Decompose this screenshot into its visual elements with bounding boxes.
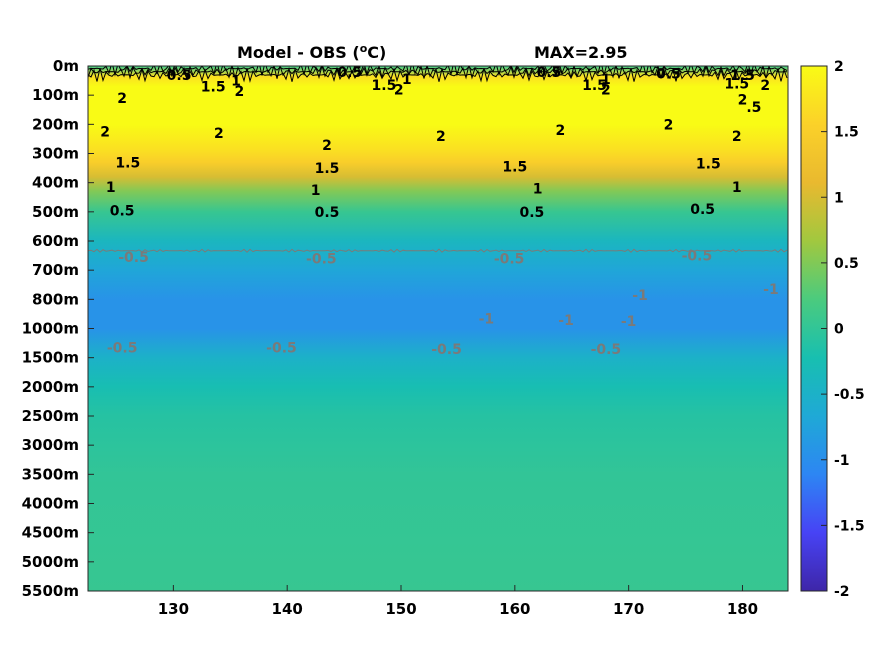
y-tick-label: 200m (32, 115, 79, 133)
colorbar-tick-label: 1.5 (834, 125, 859, 141)
y-tick-label: 5500m (22, 582, 79, 600)
contour-label: 1.5 (724, 77, 749, 93)
contour-label: 2 (732, 129, 742, 145)
contour-label: 2 (235, 84, 245, 100)
contour-label-negative: -1 (621, 314, 637, 330)
contour-label-negative: -0.5 (107, 340, 138, 356)
contour-label-negative: -1 (763, 282, 779, 298)
contour-label: 2 (738, 93, 748, 109)
contour-label: 1 (106, 180, 116, 196)
contour-label: 1 (601, 72, 611, 88)
colorbar-tick-label: 0.5 (834, 256, 859, 272)
contour-label-negative: -0.5 (266, 340, 297, 356)
contour-label-negative: -0.5 (494, 252, 525, 268)
colorbar-ticks: 2 1.5 1 0.5 0 -0.5 -1 -1.5 -2 (821, 59, 865, 600)
y-tick-label: 3000m (22, 436, 79, 454)
contour-label-negative: -1 (558, 313, 574, 329)
contour-label: 1.5 (730, 68, 755, 84)
contour-label: 1.5 (315, 161, 340, 177)
contour-label: 2 (117, 91, 127, 107)
colorbar-tick-label: -1 (834, 453, 850, 469)
contour-label: 0.5 (537, 65, 562, 81)
contour-line (88, 66, 788, 80)
colorbar-tick-label: -2 (834, 584, 850, 600)
y-tick-label: 4000m (22, 495, 79, 513)
contour-label: 1.5 (115, 155, 140, 171)
y-tick-label: 0m (53, 57, 79, 75)
y-tick-label: 100m (32, 86, 79, 104)
contour-label: 1.5 (372, 78, 397, 94)
x-tick-label: 160 (499, 600, 530, 618)
y-tick-label: 600m (32, 232, 79, 250)
contour-line (88, 248, 788, 253)
contour-label: 2 (760, 78, 770, 94)
contour-label: 0.5 (337, 65, 362, 81)
contour-label: 1 (533, 182, 543, 198)
contour-label: 1.5 (696, 157, 721, 173)
contour-label: 1.5 (201, 79, 226, 95)
contour-label-negative: -0.5 (591, 342, 622, 358)
y-tick-label: 400m (32, 174, 79, 192)
contour-label-negative: -1 (479, 311, 495, 327)
contour-label-negative: -0.5 (431, 342, 462, 358)
colorbar-tick-label: 0 (834, 322, 844, 338)
contour-label: 2 (664, 117, 674, 133)
x-tick-label: 170 (613, 600, 644, 618)
x-tick-label: 150 (385, 600, 416, 618)
contour-label: 2 (601, 82, 611, 98)
contour-label: 1.5 (502, 160, 527, 176)
contour-label: 0.5 (519, 205, 544, 221)
max-label: MAX=2.95 (534, 43, 628, 62)
contour-label: 0.5 (167, 68, 192, 84)
chart-title: Model - OBS (oC) (237, 42, 386, 62)
colorbar-tick-label: 2 (834, 59, 844, 75)
colorbar: 2 1.5 1 0.5 0 -0.5 -1 -1.5 -2 (800, 59, 865, 600)
x-tick-label: 180 (727, 600, 758, 618)
y-tick-label: 2000m (22, 378, 79, 396)
colorbar-tick-label: 1 (834, 190, 844, 206)
contour-line (88, 66, 788, 77)
contour-lines (88, 66, 788, 253)
contour-label: 2 (100, 125, 110, 141)
contour-label: 2 (555, 123, 565, 139)
contour-label: 0.5 (315, 205, 340, 221)
heatmap-field (88, 66, 788, 591)
y-tick-label: 4500m (22, 524, 79, 542)
contour-label: 2 (322, 138, 332, 154)
x-tick-label: 140 (272, 600, 303, 618)
y-tick-label: 1500m (22, 349, 79, 367)
y-axis: 0m 100m 200m 300m 400m 500m 600m 700m 800m 1000m 1… (22, 57, 94, 600)
contour-label: 2 (394, 82, 404, 98)
y-tick-label: 700m (32, 261, 79, 279)
y-tick-label: 800m (32, 290, 79, 308)
contour-label: 0.5 (656, 66, 681, 82)
contour-label: 1 (732, 180, 742, 196)
colorbar-tick-label: -1.5 (834, 518, 865, 534)
x-axis: 130 140 150 160 170 180 (158, 585, 758, 618)
contour-label: 0.5 (690, 202, 715, 218)
y-tick-label: 2500m (22, 407, 79, 425)
contour-label-negative: -0.5 (118, 250, 149, 266)
y-tick-label: 500m (32, 203, 79, 221)
contour-label: 1 (311, 183, 321, 199)
contour-label: 1 (231, 74, 241, 90)
y-tick-label: 300m (32, 145, 79, 163)
colorbar-tick-label: -0.5 (834, 387, 865, 403)
contour-label: 2 (436, 129, 446, 145)
x-tick-label: 130 (158, 600, 189, 618)
contour-label-negative: -0.5 (306, 252, 337, 268)
contour-label: 2 (214, 126, 224, 142)
contour-label: .5 (746, 100, 761, 116)
y-tick-label: 1000m (22, 320, 79, 338)
contour-label: 0.5 (110, 203, 135, 219)
y-tick-label: 3500m (22, 465, 79, 483)
contour-label: 1 (402, 72, 412, 88)
contour-label-negative: -0.5 (682, 249, 713, 265)
contour-label: 1.5 (582, 78, 607, 94)
y-tick-label: 5000m (22, 553, 79, 571)
contour-label-negative: -1 (632, 288, 648, 304)
